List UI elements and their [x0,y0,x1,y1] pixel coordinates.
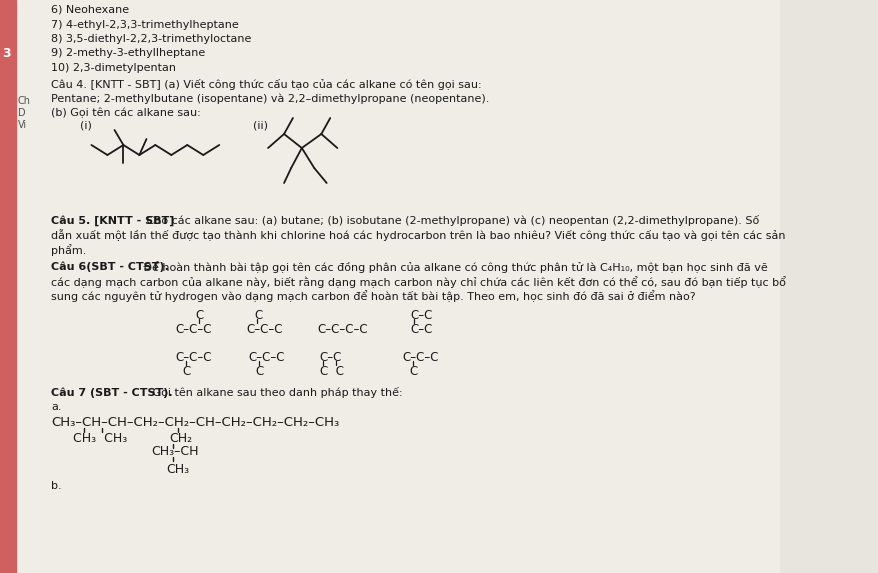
Text: Pentane; 2-methylbutane (isopentane) và 2,2–dimethylpropane (neopentane).: Pentane; 2-methylbutane (isopentane) và … [52,93,489,104]
Text: CH₃–CH–CH–CH₂–CH₂–CH–CH₂–CH₂–CH₂–CH₃: CH₃–CH–CH–CH₂–CH₂–CH–CH₂–CH₂–CH₂–CH₃ [52,416,340,429]
Text: phẩm.: phẩm. [52,244,87,256]
Text: C: C [183,365,191,378]
Text: CH₃  CH₃: CH₃ CH₃ [73,432,127,445]
Bar [0,0,16,573]
Text: 3: 3 [3,47,11,60]
Text: D: D [18,108,25,118]
Text: C–C–C: C–C–C [401,351,438,364]
Text: (ii): (ii) [253,120,268,130]
Text: C–C: C–C [320,351,342,364]
Text: Gọi tên alkane sau theo danh pháp thay thế:: Gọi tên alkane sau theo danh pháp thay t… [149,387,402,398]
Text: C: C [195,309,204,322]
Text: các dạng mạch carbon của alkane này, biết rằng dạng mạch carbon này chỉ chứa các: các dạng mạch carbon của alkane này, biế… [52,276,786,288]
Text: CH₃: CH₃ [166,463,189,476]
Text: dẫn xuất một lần thế được tạo thành khi chlorine hoá các hydrocarbon trên là bao: dẫn xuất một lần thế được tạo thành khi … [52,230,785,241]
Text: a.: a. [52,402,62,411]
Text: sung các nguyên tử hydrogen vào dạng mạch carbon để hoàn tất bài tập. Theo em, h: sung các nguyên tử hydrogen vào dạng mạc… [52,291,695,303]
Text: C–C–C: C–C–C [176,351,212,364]
Text: CH₂: CH₂ [169,432,192,445]
Text: Câu 5. [KNTT - SBT]: Câu 5. [KNTT - SBT] [52,215,175,226]
Text: 9) 2-methy-3-ethyllheptane: 9) 2-methy-3-ethyllheptane [52,49,205,58]
Text: C: C [409,365,417,378]
Text: C  C: C C [320,365,343,378]
Text: Vi: Vi [18,120,27,130]
Text: C–C–C: C–C–C [248,351,284,364]
Text: C–C–C: C–C–C [176,323,212,336]
Text: C–C: C–C [410,323,432,336]
Text: C: C [254,309,262,322]
Text: 6) Neohexane: 6) Neohexane [52,5,129,15]
Text: b.: b. [52,481,62,491]
Text: Ch: Ch [18,96,31,106]
Text: C–C–C: C–C–C [247,323,283,336]
Text: Câu 4. [KNTT - SBT] (a) Viết công thức cấu tạo của các alkane có tên gọi sau:: Câu 4. [KNTT - SBT] (a) Viết công thức c… [52,79,481,89]
Text: C–C–C–C: C–C–C–C [318,323,368,336]
Text: 7) 4-ethyl-2,3,3-trimethylheptane: 7) 4-ethyl-2,3,3-trimethylheptane [52,19,239,29]
Text: 8) 3,5-diethyl-2,2,3-trimethyloctane: 8) 3,5-diethyl-2,2,3-trimethyloctane [52,34,252,44]
Text: Câu 6(SBT - CTST).: Câu 6(SBT - CTST). [52,261,169,272]
Text: C–C: C–C [410,309,432,322]
Text: Cho các alkane sau: (a) butane; (b) isobutane (2-methylpropane) và (c) neopentan: Cho các alkane sau: (a) butane; (b) isob… [143,215,759,226]
Text: Để hoàn thành bài tập gọi tên các đồng phân của alkane có công thức phân tử là C: Để hoàn thành bài tập gọi tên các đồng p… [140,261,767,273]
Text: Câu 7 (SBT - CTST).: Câu 7 (SBT - CTST). [52,387,173,398]
Text: (i): (i) [80,120,91,130]
Text: C: C [255,365,263,378]
Text: (b) Gọi tên các alkane sau:: (b) Gọi tên các alkane sau: [52,108,201,118]
Text: 10) 2,3-dimetylpentan: 10) 2,3-dimetylpentan [52,63,176,73]
Text: CH₃–CH: CH₃–CH [151,445,198,458]
